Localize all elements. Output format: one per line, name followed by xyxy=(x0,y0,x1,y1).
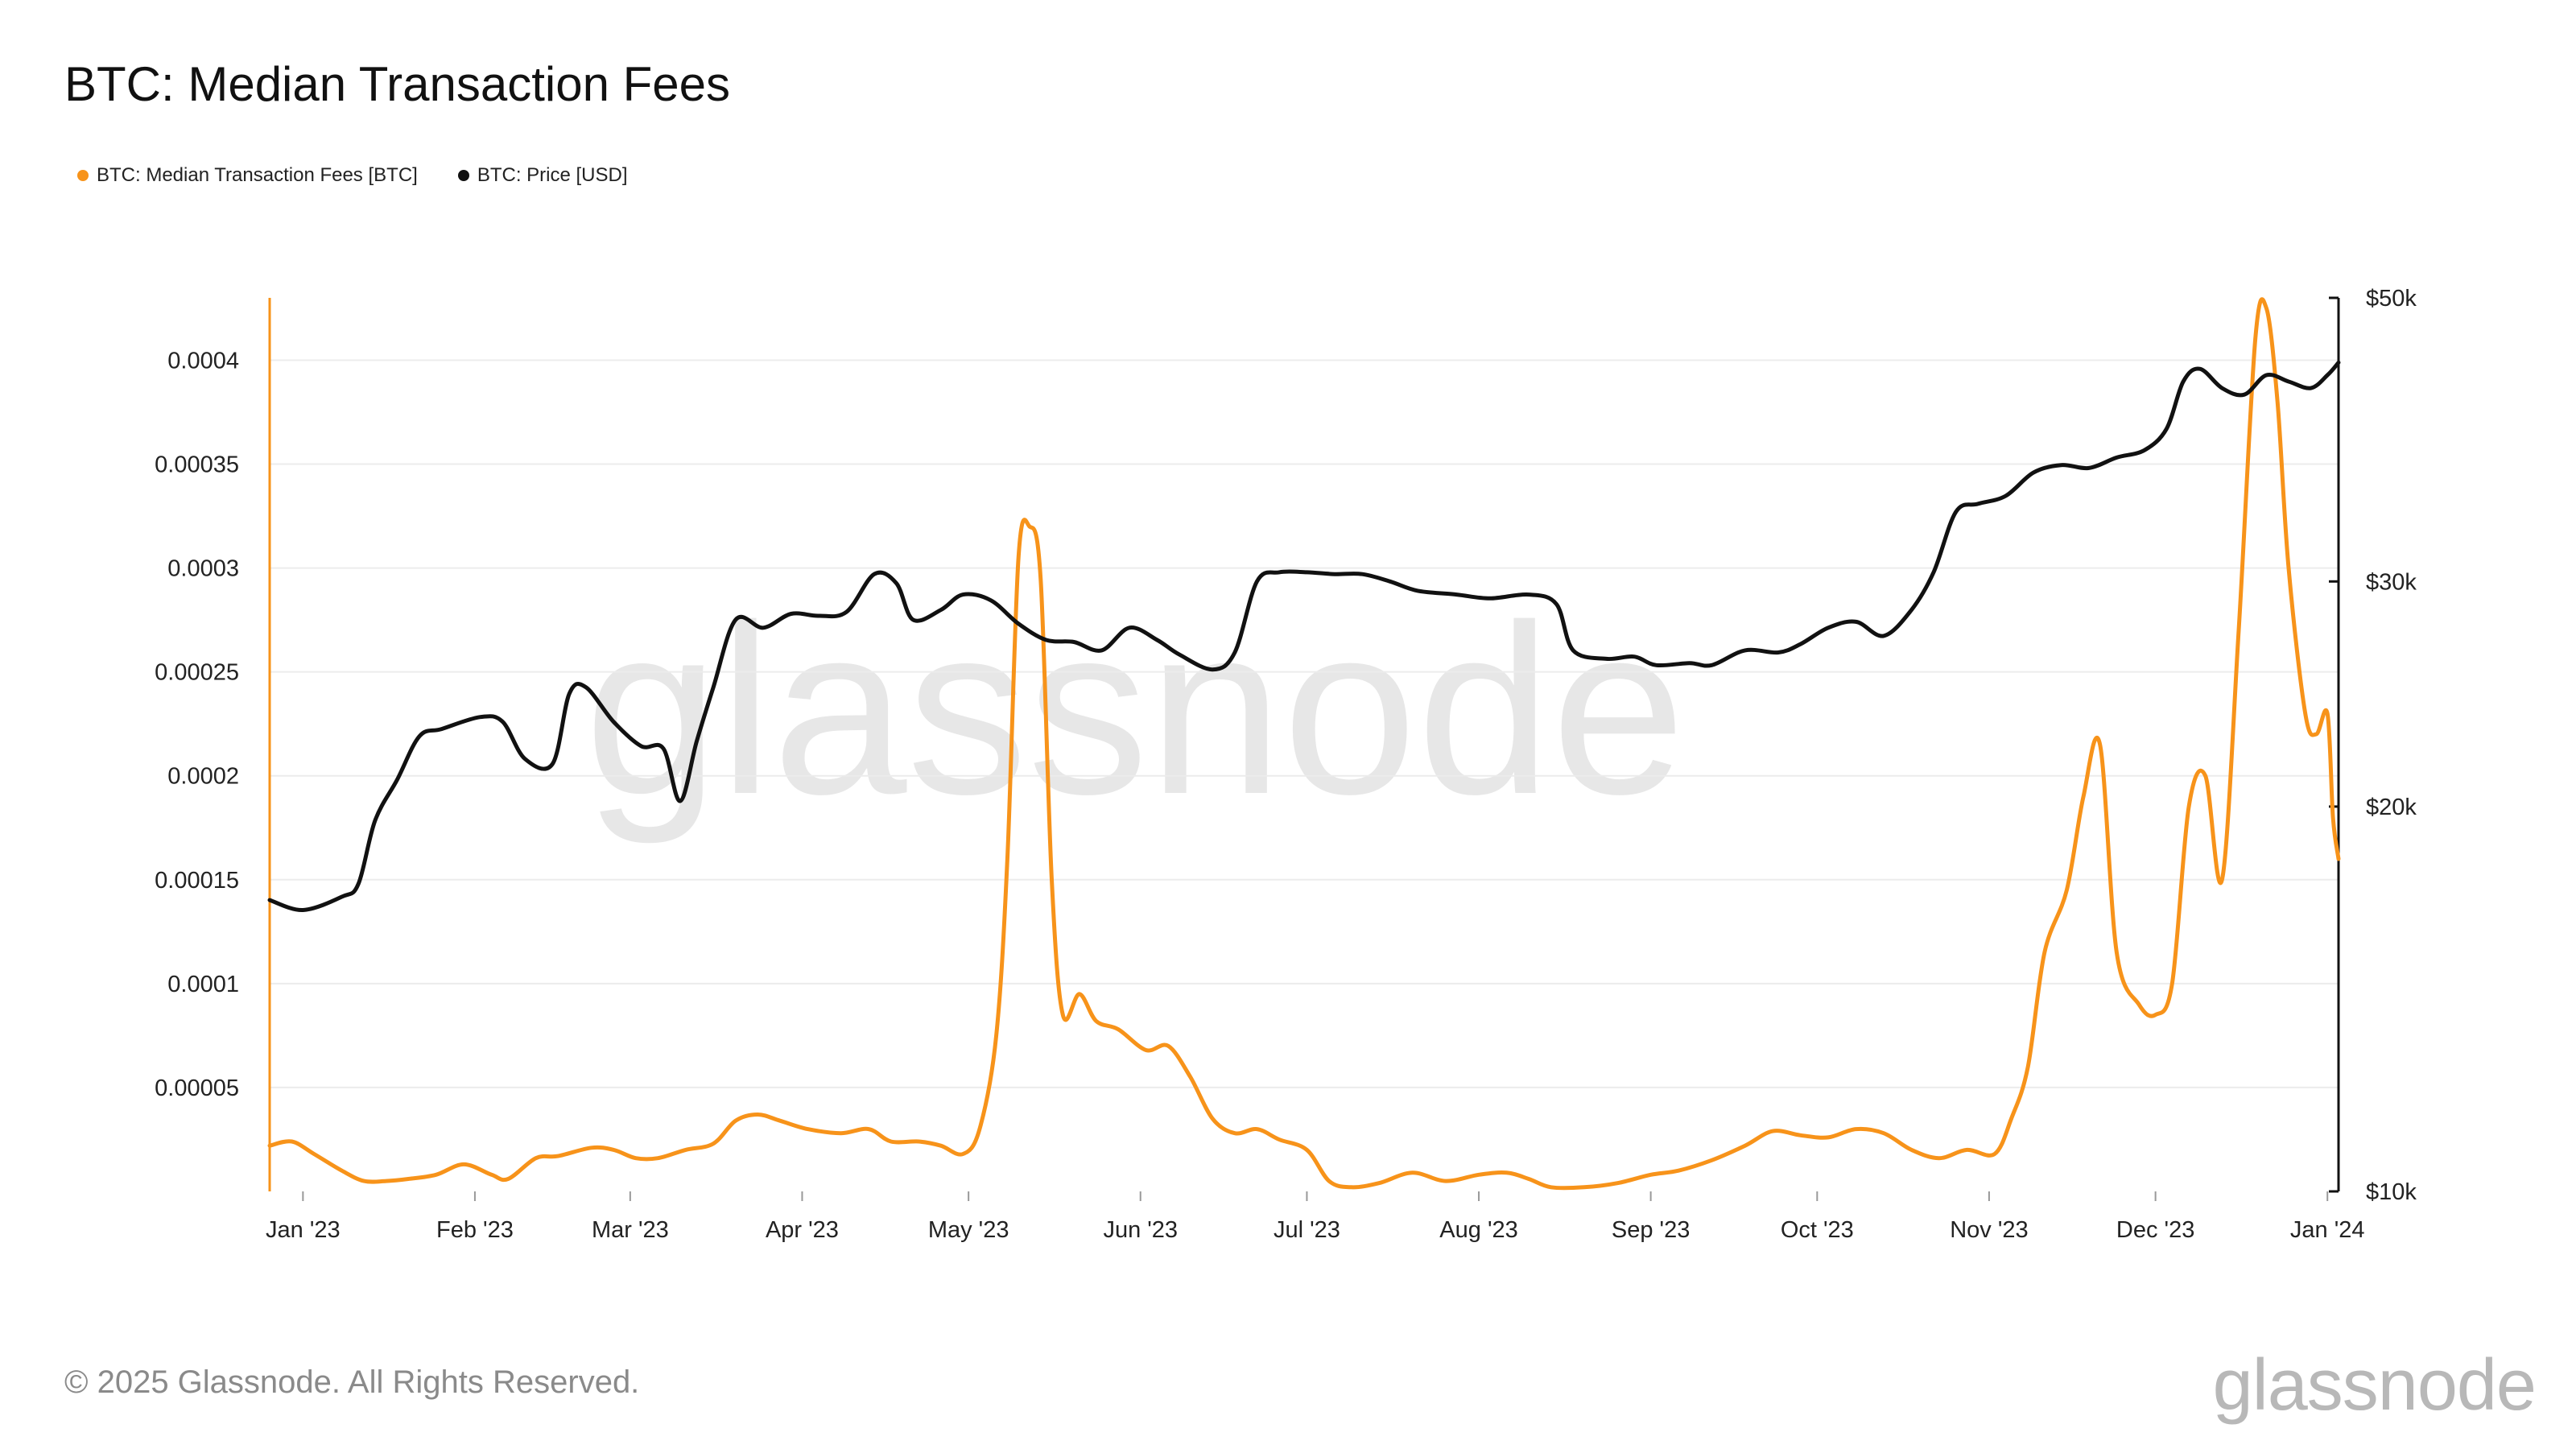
y-right-tick-label: $20k xyxy=(2366,795,2417,820)
y-left-tick-label: 0.00015 xyxy=(155,868,239,894)
y-right-tick-label: $50k xyxy=(2366,286,2417,312)
series-line-fees xyxy=(267,297,2341,1191)
chart-watermark: glassnode xyxy=(584,574,1686,846)
x-tick-label: Jan '24 xyxy=(2290,1217,2365,1243)
legend-label-fees: BTC: Median Transaction Fees [BTC] xyxy=(97,164,418,186)
legend-label-price: BTC: Price [USD] xyxy=(477,164,628,186)
y-left-tick-label: 0.0003 xyxy=(167,556,239,582)
legend-item-fees[interactable]: BTC: Median Transaction Fees [BTC] xyxy=(77,164,418,187)
x-tick-label: Dec '23 xyxy=(2116,1217,2194,1243)
glassnode-logo: glassnode xyxy=(2212,1345,2537,1426)
legend: BTC: Median Transaction Fees [BTC] BTC: … xyxy=(77,164,628,187)
y-right-tick-label: $30k xyxy=(2366,569,2417,595)
x-tick-label: Apr '23 xyxy=(766,1217,839,1243)
gridlines xyxy=(270,359,2339,1088)
y-left-tick-label: 0.00025 xyxy=(155,660,239,686)
x-axis: Jan '23 Feb '23 Mar '23 Apr '23 May '23 Jun '… xyxy=(266,1191,2365,1243)
x-tick-label: Oct '23 xyxy=(1781,1217,1854,1243)
x-tick-label: Jul '23 xyxy=(1274,1217,1340,1243)
series-lines xyxy=(267,297,2341,1191)
x-tick-label: May '23 xyxy=(928,1217,1009,1243)
x-tick-label: Mar '23 xyxy=(592,1217,669,1243)
x-tick-label: Aug '23 xyxy=(1439,1217,1517,1243)
legend-swatch-fees xyxy=(77,170,89,181)
legend-swatch-price xyxy=(457,170,469,181)
copyright-text: © 2025 Glassnode. All Rights Reserved. xyxy=(64,1364,640,1400)
y-left-tick-label: 0.00035 xyxy=(155,452,239,478)
x-tick-label: Nov '23 xyxy=(1950,1217,2028,1243)
y-left-tick-label: 0.00005 xyxy=(155,1075,239,1101)
y-left-tick-label: 0.0002 xyxy=(167,764,239,790)
x-tick-label: Jan '23 xyxy=(266,1217,341,1243)
y-axis-left: 0.00005 0.0001 0.00015 0.0002 0.00025 0.0003 0… xyxy=(155,298,271,1191)
chart-title: BTC: Median Transaction Fees xyxy=(64,57,731,111)
y-left-tick-label: 0.0004 xyxy=(167,348,239,374)
x-tick-label: Sep '23 xyxy=(1612,1217,1690,1243)
legend-item-price[interactable]: BTC: Price [USD] xyxy=(457,164,628,187)
x-tick-label: Jun '23 xyxy=(1103,1217,1178,1243)
series-line-price xyxy=(267,360,2341,912)
y-axis-right: $10k $20k $30k $50k xyxy=(2329,286,2417,1205)
x-tick-label: Feb '23 xyxy=(436,1217,514,1243)
y-right-tick-label: $10k xyxy=(2366,1179,2417,1205)
y-left-tick-label: 0.0001 xyxy=(167,972,239,997)
